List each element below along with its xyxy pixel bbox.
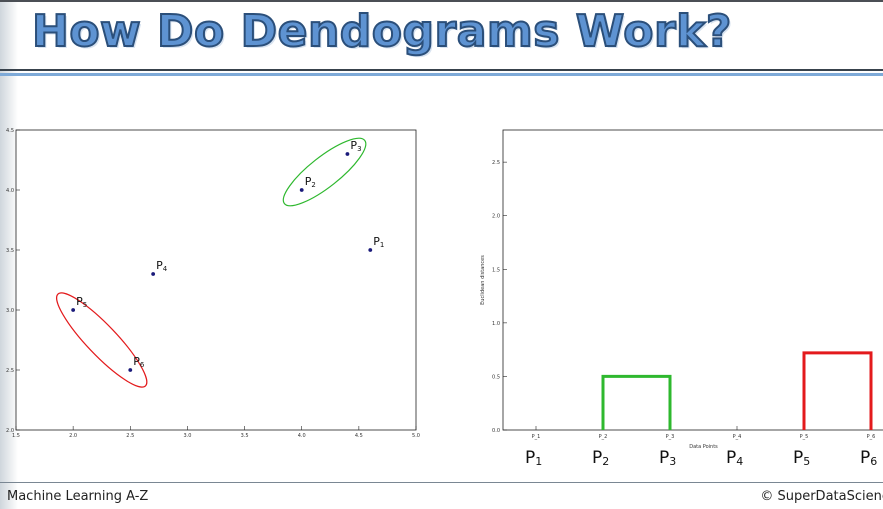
dendrogram-link-2 — [802, 351, 873, 430]
x-tick-label: P_6 — [867, 434, 876, 440]
data-point-p4 — [151, 272, 156, 276]
big-point-label-p6: P6 — [860, 448, 877, 468]
x-tick-label: 5.0 — [412, 433, 420, 439]
footer-course-name: Machine Learning A-Z — [7, 489, 149, 504]
header-rule — [0, 69, 883, 71]
data-point-p5 — [71, 308, 76, 312]
x-tick-label: P_2 — [599, 434, 608, 440]
x-tick-label: P_3 — [666, 434, 675, 440]
point-label-p6: P6 — [133, 355, 145, 369]
point-label-p3: P3 — [350, 139, 361, 153]
big-point-label-p5: P5 — [793, 448, 810, 468]
x-tick-label: P_1 — [532, 434, 541, 440]
footer-rule — [0, 482, 883, 483]
dendrogram-plot-area — [502, 129, 883, 431]
big-point-label-p4: P4 — [726, 448, 743, 468]
y-tick-label: 2.0 — [492, 214, 500, 220]
big-point-label-p3: P3 — [659, 448, 676, 468]
y-tick-label: 1.5 — [492, 267, 500, 273]
data-point-p6 — [128, 368, 133, 372]
y-tick-label: 4.5 — [6, 128, 14, 134]
x-tick-label: P_5 — [800, 434, 809, 440]
scatter-plot-area — [15, 129, 417, 431]
data-point-p2 — [299, 188, 304, 192]
y-tick-label: 2.5 — [492, 160, 500, 166]
x-tick-label: 3.0 — [183, 433, 191, 439]
point-label-p5: P5 — [76, 295, 87, 309]
x-tick-label: 3.5 — [241, 433, 249, 439]
y-axis-title: Euclidean distances — [480, 255, 486, 305]
x-tick-label: 4.0 — [298, 433, 306, 439]
y-tick-label: 0.0 — [492, 428, 500, 434]
y-tick-label: 1.0 — [492, 321, 500, 327]
x-tick-label: P_4 — [733, 434, 742, 440]
slide-title: How Do Dendograms Work? — [31, 5, 732, 58]
footer-copyright: © SuperDataScience — [760, 489, 883, 504]
left-edge-shadow — [0, 0, 18, 509]
x-tick-label: 1.5 — [12, 433, 20, 439]
y-tick-label: 2.5 — [6, 368, 14, 374]
dendrogram-link-1 — [601, 374, 672, 430]
point-label-p1: P1 — [373, 235, 384, 249]
x-axis-title: Data Points — [689, 444, 718, 450]
top-border — [0, 0, 883, 2]
data-point-p3 — [345, 152, 350, 156]
y-tick-label: 2.0 — [6, 428, 14, 434]
y-tick-label: 4.0 — [6, 188, 14, 194]
point-label-p4: P4 — [156, 259, 168, 273]
data-point-p1 — [368, 248, 373, 252]
x-tick-label: 2.5 — [126, 433, 134, 439]
y-tick-label: 3.5 — [6, 248, 14, 254]
header-accent-rule — [0, 73, 883, 76]
y-tick-label: 0.5 — [492, 374, 500, 380]
big-point-label-p2: P2 — [592, 448, 609, 468]
scatter-chart: 1.5 2.0 2.5 3.0 3.5 4.0 4.5 5.02.02.53.03.54.04… — [6, 128, 420, 439]
point-label-p2: P2 — [305, 175, 316, 189]
x-tick-label: 2.0 — [69, 433, 77, 439]
x-tick-label: 4.5 — [355, 433, 363, 439]
y-tick-label: 3.0 — [6, 308, 14, 314]
big-point-label-p1: P1 — [525, 448, 542, 468]
dendrogram-chart: 0.0 0.5 1.0 1.5 2.0 2.5 P_1 P_2 P_3 P_4 P_5 P_6 Data… — [480, 129, 883, 468]
cluster-ellipse-2 — [56, 292, 148, 388]
cluster-ellipse-1 — [282, 137, 367, 207]
